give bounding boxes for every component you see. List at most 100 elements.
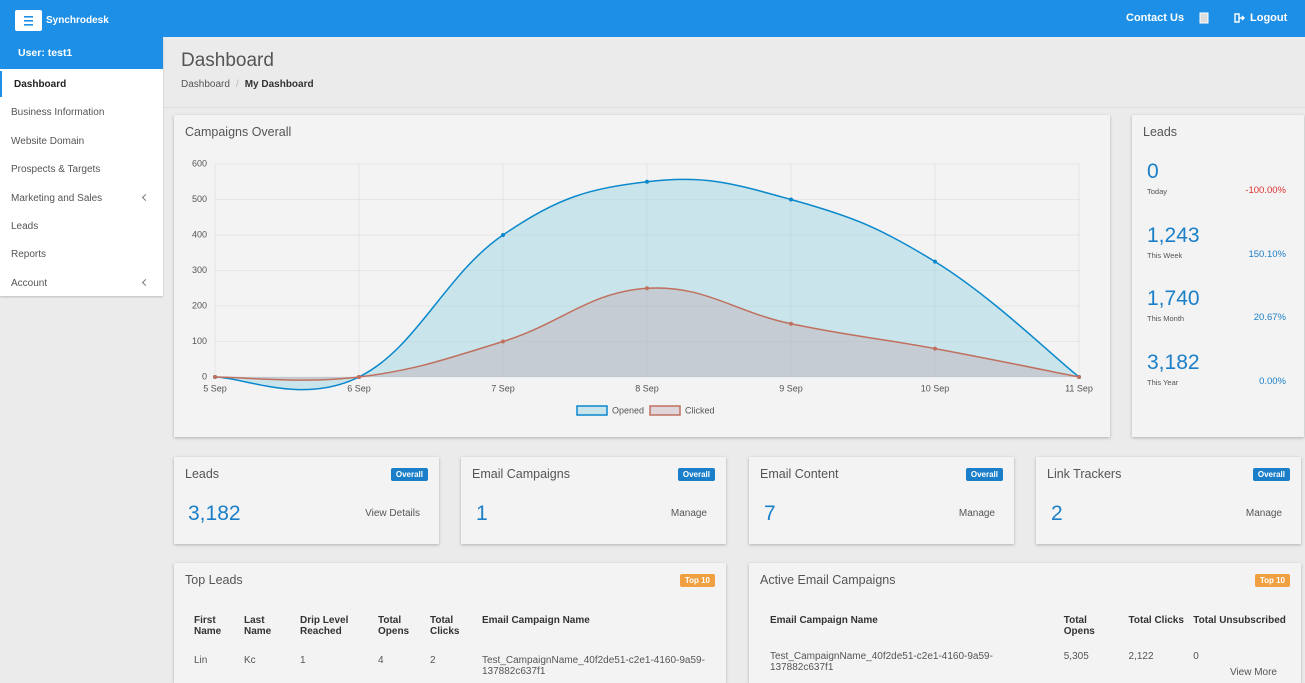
- header-row: Email Campaign Name Total Opens Total Clic…: [770, 615, 1301, 637]
- card-action[interactable]: View Details: [365, 508, 420, 519]
- sidebar: User: test1 Dashboard Business Informatio…: [0, 37, 163, 296]
- card-action[interactable]: Manage: [958, 508, 995, 519]
- active-indicator: [0, 71, 2, 97]
- logout-link[interactable]: Logout: [1250, 12, 1288, 24]
- legend-label: Clicked: [685, 405, 715, 415]
- card-title: Link Trackers: [1047, 467, 1122, 481]
- column-header: First Name: [194, 615, 222, 637]
- nav-item[interactable]: Dashboard: [14, 79, 67, 90]
- breadcrumb-item[interactable]: Dashboard: [181, 79, 230, 90]
- y-tick-label: 400: [192, 229, 207, 239]
- nav-item[interactable]: Account: [11, 277, 48, 289]
- stat-label: Today: [1147, 187, 1168, 196]
- doc-icon[interactable]: [1199, 12, 1209, 24]
- stat-change: 0.00%: [1259, 375, 1286, 387]
- stat-label: This Month: [1147, 314, 1185, 323]
- badge: Overall: [677, 468, 715, 481]
- y-tick-label: 300: [192, 265, 207, 275]
- card-value: 3,182: [188, 502, 241, 525]
- point: [789, 321, 793, 326]
- point: [933, 346, 937, 351]
- nav-item[interactable]: Leads: [11, 221, 39, 232]
- user-box[interactable]: User: test1: [0, 37, 163, 69]
- cell: Test_CampaignName_40f2de51-c2e1-4160-9a5…: [770, 651, 993, 673]
- card-value: 7: [764, 502, 776, 525]
- cell: 5,305: [1063, 651, 1089, 662]
- panel-title: Leads: [1143, 125, 1178, 139]
- card-title: Email Campaigns: [472, 467, 570, 481]
- badge: Top 10: [679, 574, 715, 587]
- table: First Name Last Name Drip Level Reached Tot…: [194, 615, 720, 677]
- y-tick-label: 0: [202, 371, 207, 381]
- contact-link[interactable]: Contact Us: [1126, 12, 1185, 24]
- legend-swatch: [649, 405, 681, 416]
- navbar: Synchrodesk Contact Us Logout: [0, 0, 1305, 37]
- brand[interactable]: Synchrodesk: [46, 15, 109, 26]
- point: [501, 339, 505, 344]
- x-tick-label: 7 Sep: [491, 383, 515, 393]
- card-value: 2: [1051, 502, 1063, 525]
- card-action[interactable]: Manage: [670, 508, 707, 519]
- x-tick-label: 8 Sep: [635, 383, 659, 393]
- nav-item[interactable]: Prospects & Targets: [11, 164, 101, 176]
- point: [501, 233, 505, 237]
- nav-item[interactable]: Business Information: [11, 107, 105, 119]
- chevron: [141, 193, 150, 201]
- point: [933, 259, 937, 264]
- stat-label: This Year: [1147, 377, 1179, 387]
- stat-change: 150.10%: [1248, 248, 1286, 260]
- badge: Overall: [965, 468, 1003, 481]
- badge: Overall: [390, 468, 428, 481]
- top-leads-panel: Top Leads Top 10 First Name Last Name Drip…: [174, 563, 726, 683]
- column-header: Email Campaign Name: [770, 615, 878, 626]
- user-name[interactable]: User: test1: [18, 47, 73, 59]
- cell: Kc: [244, 655, 256, 666]
- badge: Top 10: [1254, 574, 1290, 587]
- stat-value: 1,740: [1147, 287, 1200, 310]
- point: [213, 375, 217, 379]
- summary-card: Email Content Overall 7 Manage: [749, 457, 1014, 544]
- y-tick-label: 100: [192, 336, 207, 346]
- menu-icon: [24, 16, 33, 26]
- active-campaigns-panel: Active Email Campaigns Top 10 Email Camp…: [749, 563, 1301, 683]
- card-title: Email Content: [760, 467, 839, 481]
- leads-panel: Leads 0 Today -100.00% 1,243 This Week 150.10…: [1132, 115, 1304, 437]
- page-title: Dashboard: [181, 50, 274, 71]
- header-row: First Name Last Name Drip Level Reached Tot…: [194, 615, 720, 637]
- point: [357, 375, 361, 379]
- point: [1077, 375, 1081, 379]
- card-title: Leads: [185, 467, 220, 481]
- breadcrumb-item: My Dashboard: [244, 79, 314, 90]
- breadcrumb-sep: /: [235, 79, 239, 90]
- chart-title: Campaigns Overall: [185, 125, 292, 139]
- badge: Overall: [1252, 468, 1290, 481]
- card-action[interactable]: Manage: [1245, 508, 1282, 519]
- summary-card: Leads Overall 3,182 View Details: [174, 457, 439, 544]
- panel-title: Active Email Campaigns: [760, 573, 896, 587]
- area-fill: [215, 287, 1079, 381]
- column-header: Total Opens: [378, 615, 410, 637]
- cell: 2: [430, 655, 436, 666]
- nav-item[interactable]: Website Domain: [11, 135, 85, 147]
- stat-label: This Week: [1147, 250, 1183, 260]
- nav-item[interactable]: Reports: [11, 249, 47, 261]
- panel-title: Top Leads: [185, 573, 243, 587]
- point: [645, 179, 649, 184]
- x-tick-label: 11 Sep: [1065, 383, 1093, 393]
- cell: Lin: [194, 655, 208, 666]
- cell: 4: [378, 655, 384, 666]
- chart: 0 100 200 300 400 500 600 5 Sep 6 Sep 7 Sep 8 Sep 9…: [192, 158, 1093, 416]
- stat-change: 20.67%: [1253, 312, 1286, 323]
- view-more[interactable]: View More: [1229, 667, 1277, 678]
- legend-label: Opened: [612, 405, 644, 415]
- breadcrumb: Dashboard / My Dashboard: [181, 79, 314, 90]
- logout-icon: [1234, 13, 1245, 23]
- divider: [163, 107, 1305, 108]
- y-tick-label: 200: [192, 300, 207, 310]
- point: [645, 286, 649, 291]
- column-header: Last Name: [244, 615, 272, 637]
- summary-card: Link Trackers Overall 2 Manage: [1036, 457, 1301, 544]
- menu-button[interactable]: [15, 10, 42, 31]
- chevron: [141, 278, 150, 286]
- nav-item[interactable]: Marketing and Sales: [11, 192, 103, 204]
